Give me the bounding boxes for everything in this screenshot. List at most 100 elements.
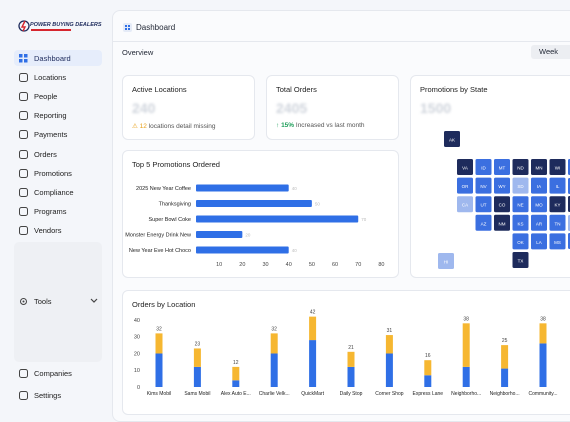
state-tile — [512, 196, 529, 213]
nav-label: Dashboard — [34, 53, 71, 63]
x-tick-label: 70 — [355, 262, 361, 268]
total-label: 42 — [310, 310, 316, 316]
nav-item[interactable]: Locations — [14, 69, 102, 85]
nav-item[interactable]: Programs — [14, 204, 102, 220]
value-label: 50 — [315, 202, 321, 207]
state-label: LA — [536, 240, 542, 245]
nav-label: Vendors — [34, 226, 62, 236]
bar — [196, 246, 289, 254]
state-label: KY — [554, 203, 560, 208]
bar-segment — [462, 323, 470, 367]
state-tile — [475, 214, 492, 231]
value-label: 20 — [245, 233, 251, 238]
bar-segment — [424, 360, 432, 376]
nav-item[interactable]: Compliance — [14, 184, 102, 200]
header-title: Dashboard — [136, 23, 176, 32]
period-tab[interactable]: Week — [531, 45, 570, 59]
total-label: 12 — [233, 360, 239, 366]
state-label: WI — [555, 166, 561, 171]
state-tile — [457, 177, 473, 194]
state-tile — [475, 196, 492, 213]
category-label: Charlie Velk... — [259, 391, 290, 397]
bar-segment — [347, 351, 355, 367]
bar-segment — [155, 333, 163, 354]
category-label: Kims Mobil — [147, 391, 171, 397]
state-tile — [457, 196, 473, 213]
header-icon — [123, 23, 132, 32]
state-label: NE — [517, 203, 523, 208]
state-tile — [531, 233, 547, 250]
bar-segment — [501, 345, 509, 369]
nav-label: Tools — [34, 296, 52, 306]
nav-item[interactable]: Promotions — [14, 165, 102, 181]
nav-item[interactable]: Settings — [14, 387, 102, 403]
nav-label: Reporting — [34, 111, 67, 121]
category-label: Corner Shop — [375, 391, 404, 397]
tile-map: AK VA ID MT ND MN WI OR NV WY SD IA IL CA UT CO NE MO KY AZ… — [438, 131, 570, 269]
tools-item[interactable]: Tools — [14, 293, 102, 309]
total-label: 16 — [425, 353, 431, 359]
state-tile — [549, 196, 566, 213]
state-tile — [494, 214, 510, 231]
state-label: AZ — [481, 221, 487, 226]
category-label: Express Lane — [413, 391, 444, 397]
state-tile — [512, 252, 529, 268]
top-promotions-card: Top 5 Promotions Ordered 10 20 30 40 50 60 70 8… — [122, 150, 399, 278]
state-tile — [494, 177, 510, 194]
state-label: WY — [498, 184, 505, 189]
category-label: Thanksgiving — [159, 202, 191, 208]
bar-segment — [539, 343, 547, 387]
bar-segment — [232, 380, 240, 387]
promotions-by-state-card: Promotions by State 1500 AK VA ID MT ND MN WI O… — [410, 75, 570, 278]
category-label: Sams Mobil — [184, 391, 210, 397]
value-label: 70 — [361, 217, 367, 222]
card-title: Orders by Location — [132, 300, 196, 309]
nav-item[interactable]: Orders — [14, 146, 102, 162]
nav-item[interactable]: Companies — [14, 365, 102, 381]
state-tile — [531, 159, 547, 175]
nav-item[interactable]: Vendors — [14, 223, 102, 239]
card-title: Active Locations — [132, 85, 187, 94]
category-label: Daily Stop — [340, 391, 363, 397]
state-label: ND — [517, 166, 524, 171]
state-tile — [475, 159, 492, 175]
state-label: AK — [449, 138, 455, 143]
category-label: Alex Auto E... — [221, 391, 251, 397]
nav-item[interactable]: People — [14, 88, 102, 104]
state-tile — [457, 159, 473, 175]
state-label: AR — [536, 221, 543, 226]
state-tile — [475, 177, 492, 194]
nav-item[interactable]: Dashboard — [14, 50, 102, 66]
state-tile — [512, 177, 529, 194]
total-orders-card: Total Orders 2405 ↑ 15% Increased vs las… — [266, 75, 399, 140]
state-label: MT — [499, 166, 506, 171]
category-label: Super Bowl Coke — [149, 217, 192, 223]
state-tile — [494, 159, 510, 175]
category-label: 2025 New Year Coffee — [136, 186, 191, 192]
state-tile — [549, 233, 566, 250]
sidebar: POWER BUYING DEALERS Dashboard Locations P… — [0, 0, 110, 408]
logo-text: POWER BUYING DEALERS — [30, 22, 102, 28]
state-tile — [494, 196, 510, 213]
state-label: OR — [462, 184, 470, 189]
category-label: Neighborho... — [451, 391, 481, 397]
total-label: 21 — [348, 345, 354, 351]
x-tick-label: 60 — [332, 262, 338, 268]
card-title: Promotions by State — [420, 85, 488, 94]
nav-item[interactable]: Payments — [14, 127, 102, 143]
x-tick-label: 10 — [216, 262, 222, 268]
bar-segment — [193, 366, 201, 387]
state-label: KS — [517, 221, 523, 226]
bar-segment — [270, 333, 278, 354]
bar-segment — [155, 353, 163, 387]
state-tile — [512, 214, 529, 231]
nav-item[interactable]: Reporting — [14, 108, 102, 124]
bar-segment — [347, 366, 355, 387]
x-tick-label: 50 — [309, 262, 315, 268]
card-title: Total Orders — [276, 85, 317, 94]
y-tick-label: 10 — [134, 368, 140, 374]
total-label: 38 — [463, 316, 469, 322]
bar — [196, 184, 289, 192]
bar — [196, 200, 312, 207]
card-note: ↑ 15% Increased vs last month — [276, 122, 365, 129]
